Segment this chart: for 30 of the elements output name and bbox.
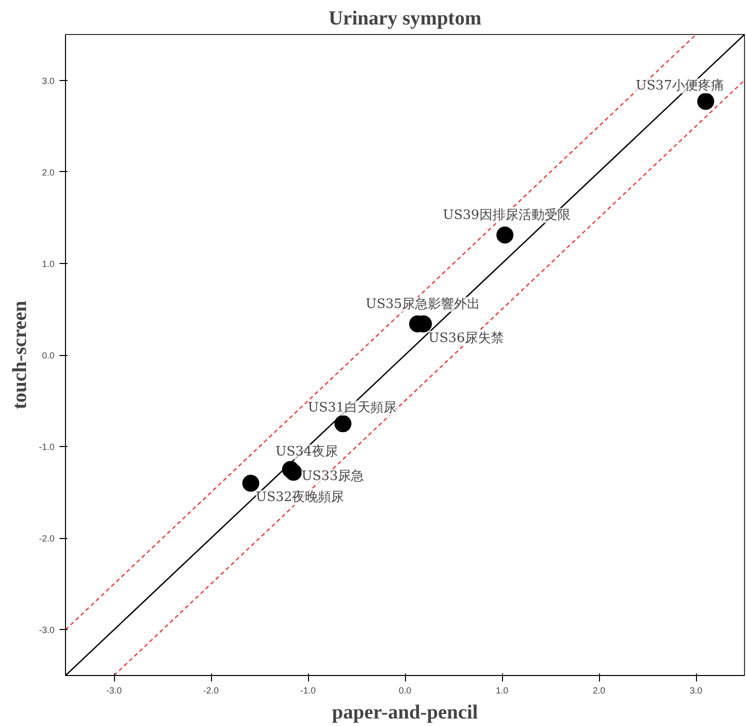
y-tick-label: 1.0: [42, 258, 55, 269]
chart-title: Urinary symptom: [328, 8, 482, 30]
annotation: US37小便疼痛: [636, 78, 724, 94]
annotation: US34夜尿: [276, 443, 338, 460]
x-tick-label: 2.0: [592, 686, 606, 696]
x-tick-label: -1.0: [300, 686, 316, 696]
annotation: US36尿失禁: [428, 330, 504, 346]
y-tick-label: 2.0: [42, 167, 55, 178]
point: [496, 226, 514, 244]
annotation: US35尿急影響外出: [366, 296, 480, 312]
point: [242, 474, 260, 492]
annotation: US31白天頻尿: [308, 400, 396, 416]
x-tick-label: 1.0: [496, 686, 508, 696]
annotation: US33尿急: [301, 469, 364, 484]
y-tick-label: 0.0: [42, 350, 55, 360]
point: [334, 415, 352, 432]
y-tick-label: 3.0: [42, 76, 55, 86]
x-tick-label: 0.0: [398, 686, 412, 696]
x-tick-label: -2.0: [203, 686, 219, 696]
annotation: US39因排尿活動受限: [442, 208, 570, 224]
annotation: US32夜晚頻尿: [256, 489, 344, 506]
x-tick-label: 3.0: [690, 686, 702, 696]
y-axis-title: touch-screen: [8, 300, 31, 410]
y-tick-label: -2.0: [38, 534, 55, 544]
point: [284, 464, 302, 481]
y-tick-label: -3.0: [38, 625, 55, 636]
y-tick-label: -1.0: [38, 442, 55, 452]
x-tick-label: -3.0: [106, 686, 122, 696]
x-axis-title: paper-and-pencil: [332, 702, 478, 724]
point: [697, 92, 714, 110]
